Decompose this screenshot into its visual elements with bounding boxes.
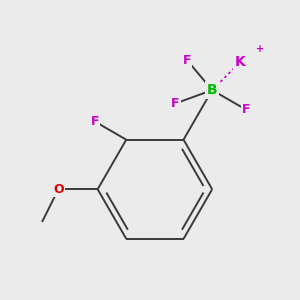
Text: F: F: [171, 97, 179, 110]
Text: F: F: [242, 103, 250, 116]
Text: +: +: [256, 44, 264, 54]
Text: F: F: [91, 115, 99, 128]
Text: O: O: [53, 183, 64, 196]
Text: F: F: [183, 53, 191, 67]
Text: K: K: [235, 55, 245, 69]
Text: B: B: [207, 83, 218, 97]
